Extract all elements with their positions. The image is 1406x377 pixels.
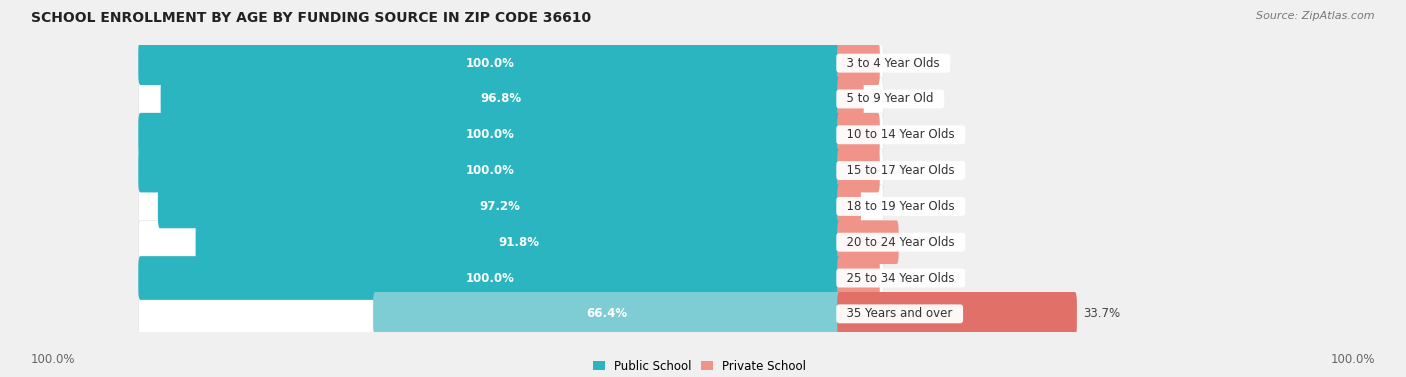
- FancyBboxPatch shape: [837, 113, 880, 156]
- Text: 0.0%: 0.0%: [886, 128, 915, 141]
- Text: 97.2%: 97.2%: [479, 200, 520, 213]
- FancyBboxPatch shape: [138, 149, 841, 192]
- Text: 15 to 17 Year Olds: 15 to 17 Year Olds: [839, 164, 962, 177]
- Text: 3 to 4 Year Olds: 3 to 4 Year Olds: [839, 57, 948, 70]
- Text: 66.4%: 66.4%: [586, 307, 628, 320]
- FancyBboxPatch shape: [138, 77, 883, 121]
- FancyBboxPatch shape: [837, 41, 880, 85]
- Legend: Public School, Private School: Public School, Private School: [588, 355, 811, 377]
- FancyBboxPatch shape: [138, 149, 883, 192]
- Text: 20 to 24 Year Olds: 20 to 24 Year Olds: [839, 236, 962, 249]
- FancyBboxPatch shape: [837, 256, 880, 300]
- FancyBboxPatch shape: [138, 221, 883, 264]
- FancyBboxPatch shape: [138, 185, 883, 228]
- FancyBboxPatch shape: [837, 77, 863, 121]
- FancyBboxPatch shape: [195, 221, 841, 264]
- FancyBboxPatch shape: [837, 185, 860, 228]
- Text: 3.2%: 3.2%: [870, 92, 900, 106]
- FancyBboxPatch shape: [138, 113, 883, 156]
- FancyBboxPatch shape: [837, 149, 880, 192]
- FancyBboxPatch shape: [138, 256, 841, 300]
- Text: 10 to 14 Year Olds: 10 to 14 Year Olds: [839, 128, 962, 141]
- Text: 100.0%: 100.0%: [1330, 353, 1375, 366]
- Text: 100.0%: 100.0%: [465, 128, 515, 141]
- Text: 18 to 19 Year Olds: 18 to 19 Year Olds: [839, 200, 962, 213]
- FancyBboxPatch shape: [138, 41, 883, 85]
- Text: 2.8%: 2.8%: [868, 200, 897, 213]
- Text: 0.0%: 0.0%: [886, 57, 915, 70]
- FancyBboxPatch shape: [138, 113, 841, 156]
- Text: 5 to 9 Year Old: 5 to 9 Year Old: [839, 92, 941, 106]
- Text: 25 to 34 Year Olds: 25 to 34 Year Olds: [839, 271, 962, 285]
- Text: 0.0%: 0.0%: [886, 164, 915, 177]
- FancyBboxPatch shape: [837, 292, 1077, 336]
- Text: 96.8%: 96.8%: [481, 92, 522, 106]
- Text: SCHOOL ENROLLMENT BY AGE BY FUNDING SOURCE IN ZIP CODE 36610: SCHOOL ENROLLMENT BY AGE BY FUNDING SOUR…: [31, 11, 591, 25]
- FancyBboxPatch shape: [837, 221, 898, 264]
- Text: 100.0%: 100.0%: [31, 353, 76, 366]
- Text: 100.0%: 100.0%: [465, 57, 515, 70]
- Text: 0.0%: 0.0%: [886, 271, 915, 285]
- Text: 33.7%: 33.7%: [1083, 307, 1121, 320]
- FancyBboxPatch shape: [138, 256, 883, 300]
- Text: Source: ZipAtlas.com: Source: ZipAtlas.com: [1257, 11, 1375, 21]
- FancyBboxPatch shape: [138, 41, 841, 85]
- Text: 8.2%: 8.2%: [905, 236, 935, 249]
- FancyBboxPatch shape: [157, 185, 841, 228]
- Text: 100.0%: 100.0%: [465, 164, 515, 177]
- FancyBboxPatch shape: [160, 77, 841, 121]
- FancyBboxPatch shape: [138, 292, 883, 336]
- FancyBboxPatch shape: [373, 292, 841, 336]
- Text: 35 Years and over: 35 Years and over: [839, 307, 960, 320]
- Text: 100.0%: 100.0%: [465, 271, 515, 285]
- Text: 91.8%: 91.8%: [498, 236, 538, 249]
